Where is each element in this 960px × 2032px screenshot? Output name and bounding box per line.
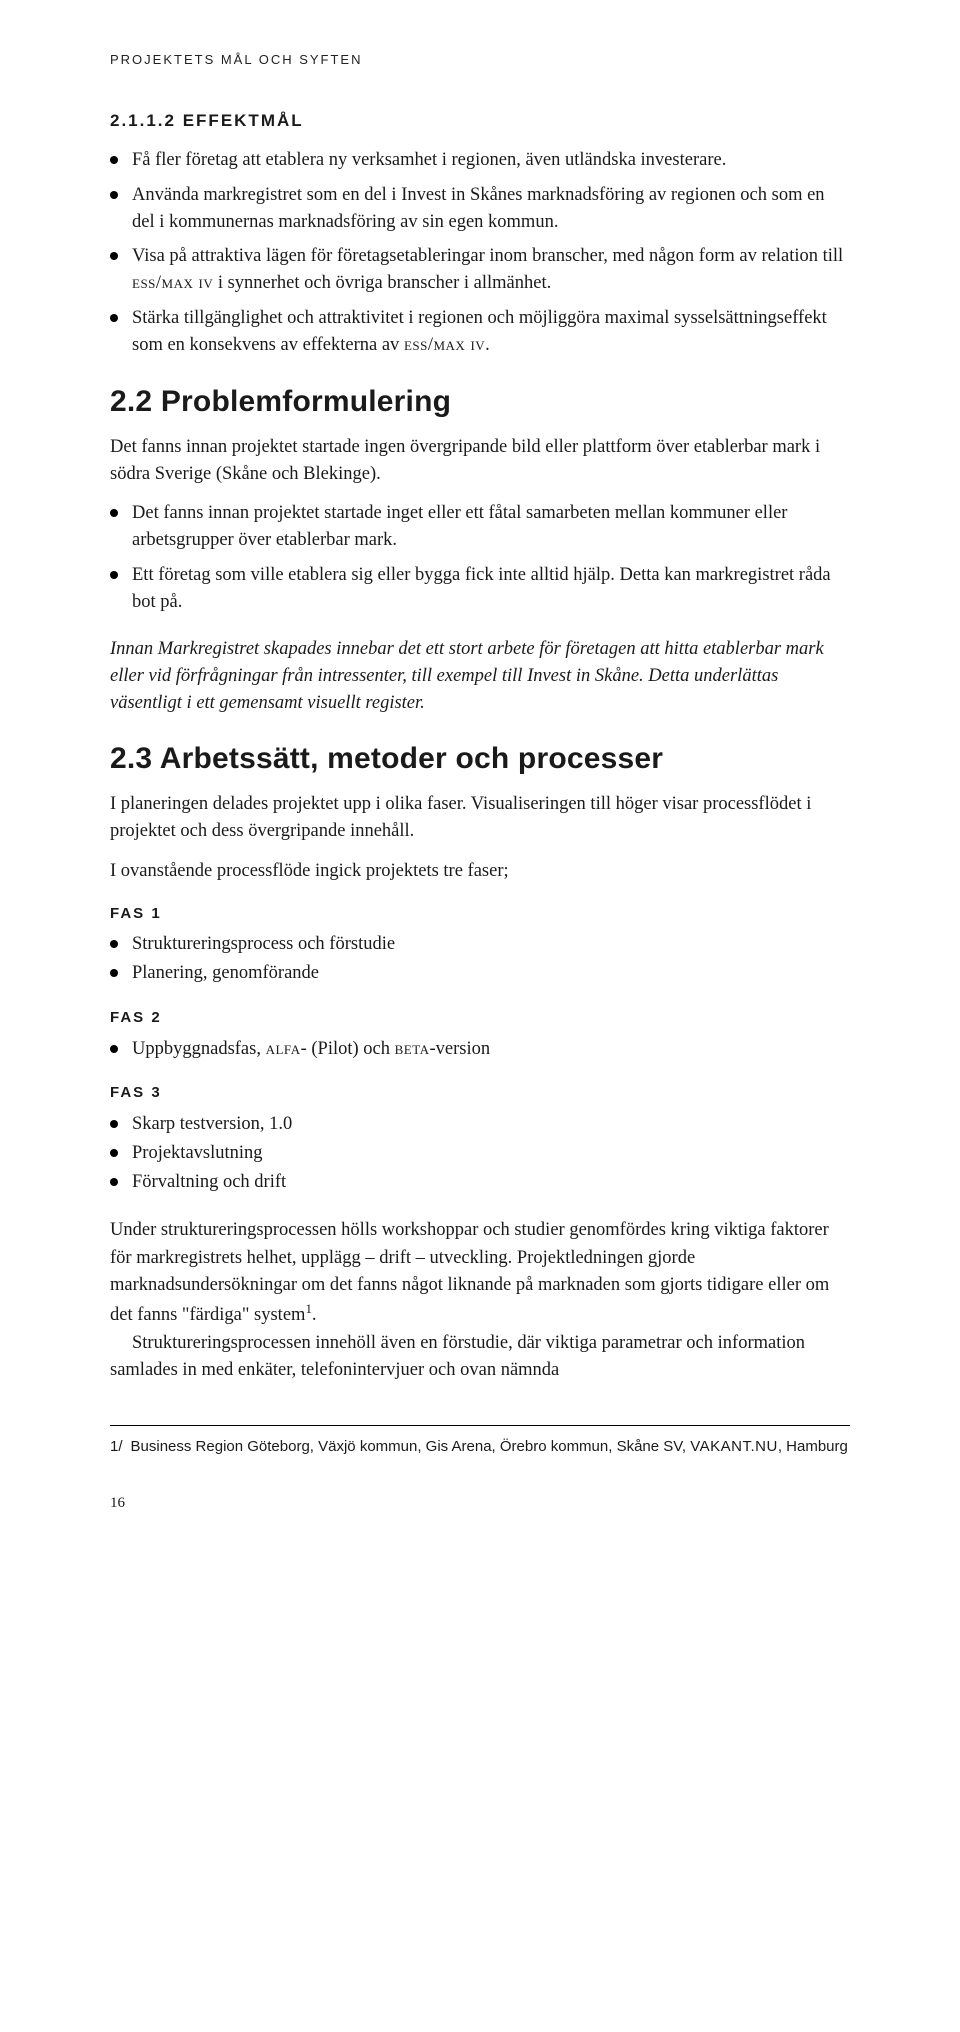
phase-2-list: Uppbyggnadsfas, alfa- (Pilot) och beta-v… <box>110 1036 850 1063</box>
list-item-text: Stärka tillgänglighet och attraktivitet … <box>132 308 827 355</box>
page-number: 16 <box>110 1492 850 1515</box>
footnote-text: Business Region Göteborg, Växjö kommun, … <box>131 1436 848 1459</box>
list-item: Använda markregistret som en del i Inves… <box>110 182 850 236</box>
list-item: Det fanns innan projektet startade inget… <box>110 500 850 554</box>
list-item: Skarp testversion, 1.0 <box>110 1111 850 1138</box>
phase-2-label: FAS 2 <box>110 1007 850 1030</box>
section-22-title: 2.2 Problemformulering <box>110 379 850 424</box>
phase-3-label: FAS 3 <box>110 1082 850 1105</box>
list-item: Visa på attraktiva lägen för företagseta… <box>110 243 850 297</box>
running-header: PROJEKTETS MÅL OCH SYFTEN <box>110 50 850 70</box>
list-item-text: Visa på attraktiva lägen för företagseta… <box>132 246 843 293</box>
list-item: Stärka tillgänglighet och attraktivitet … <box>110 305 850 359</box>
list-item: Uppbyggnadsfas, alfa- (Pilot) och beta-v… <box>110 1036 850 1063</box>
list-item: Planering, genomförande <box>110 960 850 987</box>
effektmal-list: Få fler företag att etablera ny verksamh… <box>110 147 850 359</box>
footnote: 1/ Business Region Göteborg, Växjö kommu… <box>110 1436 850 1459</box>
phase-1-label: FAS 1 <box>110 903 850 926</box>
footnote-number: 1/ <box>110 1436 123 1459</box>
closing-paragraph-2: Struktureringsprocessen innehöll även en… <box>110 1330 850 1385</box>
closing-p1-tail: . <box>312 1306 317 1326</box>
list-item: Ett företag som ville etablera sig eller… <box>110 562 850 616</box>
footnote-text-a: Business Region Göteborg, Växjö kommun, … <box>131 1438 691 1455</box>
section-23-p2: I ovanstående processflöde ingick projek… <box>110 858 850 885</box>
footnote-rule <box>110 1425 850 1426</box>
section-2112-title: 2.1.1.2 EFFEKTMÅL <box>110 108 850 134</box>
list-item: Projektavslutning <box>110 1140 850 1167</box>
list-item-text: Uppbyggnadsfas, alfa- (Pilot) och beta-v… <box>132 1039 490 1059</box>
list-item: Struktureringsprocess och förstudie <box>110 931 850 958</box>
footnote-sc: VAKANT.NU <box>690 1438 778 1455</box>
footnote-text-b: , Hamburg <box>778 1438 848 1455</box>
section-22-outro: Innan Markregistret skapades innebar det… <box>110 636 850 718</box>
section-22-intro: Det fanns innan projektet startade ingen… <box>110 434 850 489</box>
section-23-p1: I planeringen delades projektet upp i ol… <box>110 791 850 846</box>
section-23-title: 2.3 Arbetssätt, metoder och processer <box>110 736 850 781</box>
closing-p1-text: Under struktureringsprocessen hölls work… <box>110 1220 829 1325</box>
list-item: Få fler företag att etablera ny verksamh… <box>110 147 850 174</box>
phase-3-list: Skarp testversion, 1.0 Projektavslutning… <box>110 1111 850 1195</box>
list-item: Förvaltning och drift <box>110 1169 850 1196</box>
closing-paragraph-1: Under struktureringsprocessen hölls work… <box>110 1217 850 1330</box>
phase-1-list: Struktureringsprocess och förstudie Plan… <box>110 931 850 987</box>
problem-list: Det fanns innan projektet startade inget… <box>110 500 850 615</box>
